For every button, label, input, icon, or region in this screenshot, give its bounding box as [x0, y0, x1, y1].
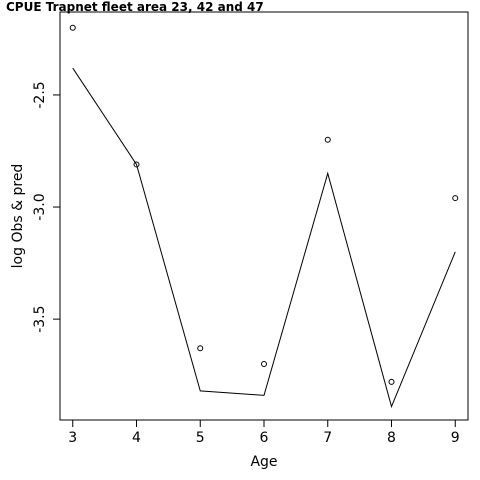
observed-point	[452, 195, 459, 202]
y-tick-label: -3.5	[32, 305, 48, 332]
predicted-line	[72, 67, 456, 409]
plot-frame	[59, 11, 469, 421]
observed-point	[388, 378, 395, 385]
observed-point	[69, 24, 76, 31]
x-axis-label: Age	[250, 454, 277, 470]
x-tick-label: 7	[323, 430, 332, 446]
y-tick-label: -2.5	[32, 81, 48, 108]
x-tick-label: 4	[132, 430, 141, 446]
x-axis: 3 4 5 6 7 8 9	[68, 419, 460, 446]
observed-point	[133, 161, 140, 168]
y-tick-label: -3.0	[32, 193, 48, 220]
x-tick-label: 3	[68, 430, 77, 446]
chart-title: CPUE Trapnet fleet area 23, 42 and 47	[6, 0, 264, 14]
y-axis: -2.5 -3.0 -3.5	[32, 81, 61, 333]
series-layer	[69, 24, 459, 409]
observed-point	[261, 360, 267, 367]
x-tick-label: 8	[387, 430, 396, 446]
observed-point	[324, 136, 331, 143]
y-axis-label: log Obs & pred	[10, 164, 26, 269]
x-tick-label: 9	[451, 430, 460, 446]
x-tick-label: 5	[196, 430, 205, 446]
observed-point	[197, 345, 204, 352]
x-tick-label: 6	[260, 430, 269, 446]
